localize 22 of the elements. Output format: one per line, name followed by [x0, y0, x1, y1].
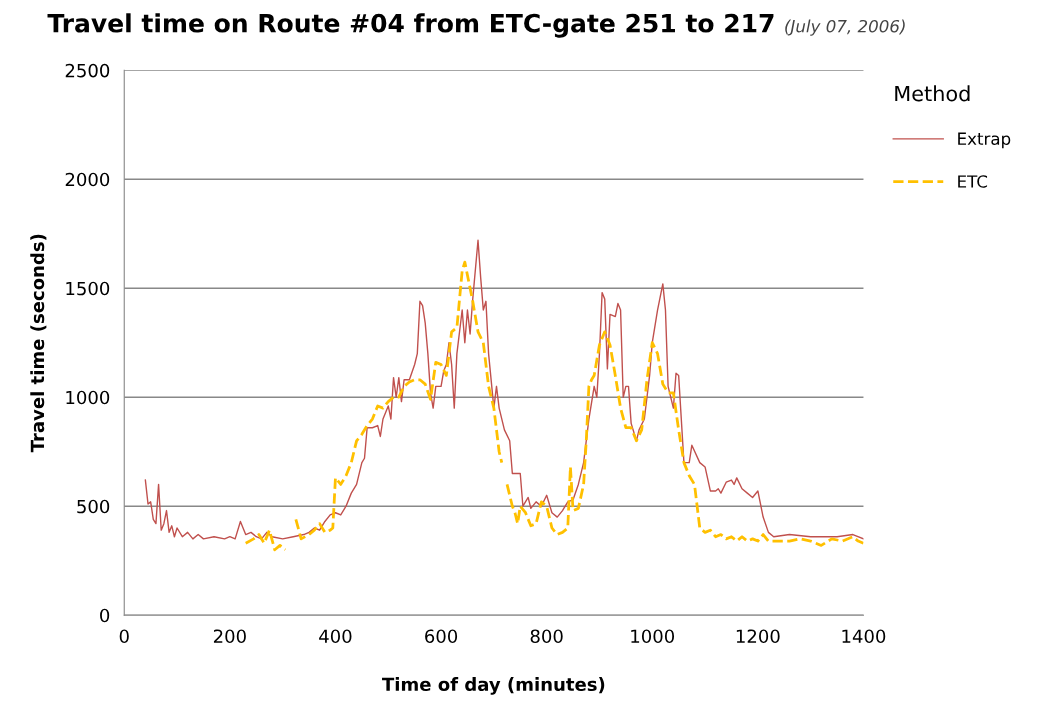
x-tick-label: 1400 — [842, 629, 886, 644]
line-series — [144, 239, 864, 540]
chart-subtitle: (July 07, 2006) — [785, 19, 905, 36]
y-tick-label: 500 — [77, 499, 110, 514]
x-tick-label: 600 — [425, 629, 458, 644]
x-tick-label: 200 — [213, 629, 246, 644]
x-tick-label: 0 — [119, 629, 129, 644]
y-tick-label: 1000 — [66, 390, 110, 405]
x-tick-label: 1200 — [736, 629, 780, 644]
y-tick-label: 2500 — [65, 63, 110, 78]
x-tick-label: 1000 — [631, 629, 675, 644]
legend-title: Method — [895, 85, 970, 102]
y-tick-label: 1500 — [66, 281, 110, 296]
x-tick-label: 800 — [530, 629, 563, 644]
chart-title: Travel time on Route #04 from ETC-gate 251 to 217 — [47, 13, 774, 38]
legend-label: ETC — [958, 175, 988, 188]
x-tick-label: 400 — [319, 629, 352, 644]
y-tick-label: 0 — [100, 608, 110, 623]
y-axis-title: Travel time (seconds) — [30, 234, 47, 453]
legend-label: Extrap — [958, 132, 1011, 149]
x-axis-title: Time of day (minutes) — [382, 677, 605, 695]
y-tick-label: 2000 — [65, 172, 110, 187]
